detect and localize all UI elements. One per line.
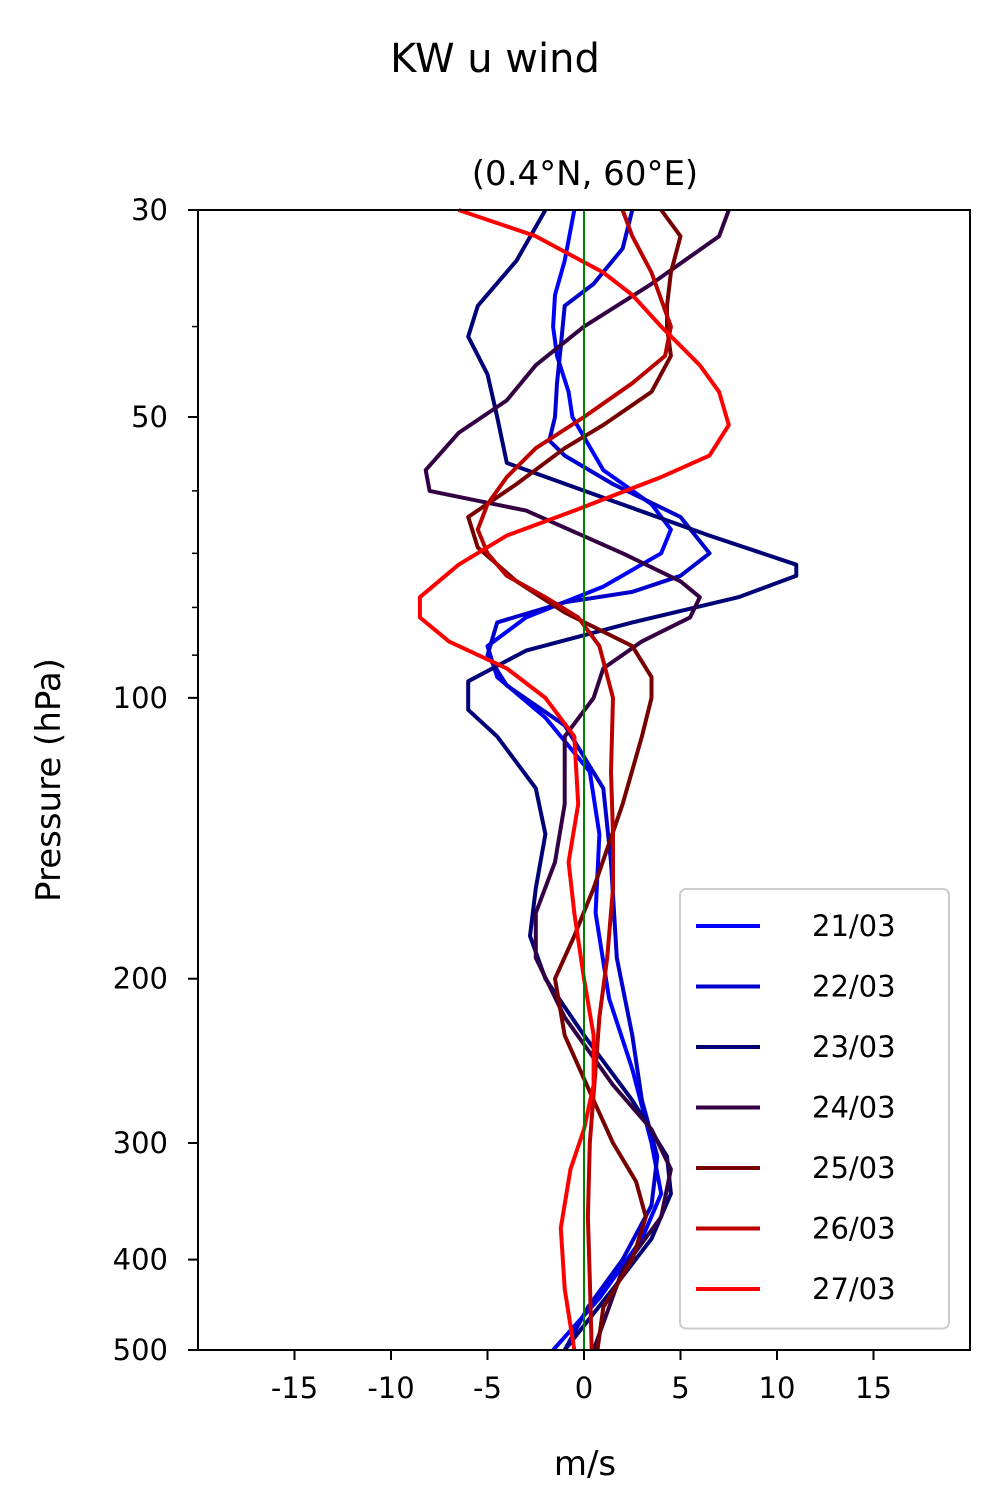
series-line-2 bbox=[485, 209, 712, 1351]
y-tick-label: 400 bbox=[113, 1243, 168, 1277]
legend-entry: 21/03 bbox=[812, 909, 896, 943]
ticks-layer: -15 -10 -5 0 5 10 15 30 50 100 200 300 400 500 bbox=[113, 193, 892, 1405]
legend-entry: 22/03 bbox=[812, 970, 896, 1004]
x-tick-label: 10 bbox=[759, 1371, 796, 1405]
series-layer bbox=[417, 208, 799, 1352]
x-axis-label: m/s bbox=[554, 1444, 616, 1484]
x-tick-label: 15 bbox=[855, 1371, 892, 1405]
x-tick-label: -15 bbox=[271, 1371, 318, 1405]
y-tick-label: 200 bbox=[113, 962, 168, 996]
legend-entry: 27/03 bbox=[812, 1272, 896, 1306]
legend-entry: 25/03 bbox=[812, 1151, 896, 1185]
y-axis-label: Pressure (hPa) bbox=[29, 658, 69, 902]
series-line-6 bbox=[475, 209, 673, 1351]
legend-entry: 26/03 bbox=[812, 1212, 896, 1246]
y-tick-label: 500 bbox=[113, 1333, 168, 1367]
series-line-4 bbox=[423, 209, 731, 1351]
y-tick-label: 300 bbox=[113, 1126, 168, 1160]
chart-title: (0.4°N, 60°E) bbox=[472, 154, 698, 194]
series-line-5 bbox=[466, 208, 683, 1351]
series-line-7 bbox=[417, 208, 731, 1351]
y-tick-label: 30 bbox=[131, 193, 168, 227]
x-tick-label: -5 bbox=[473, 1371, 502, 1405]
series-line-1 bbox=[485, 209, 673, 1352]
legend-entry: 24/03 bbox=[812, 1091, 896, 1125]
x-tick-label: 5 bbox=[671, 1371, 689, 1405]
legend-entry: 23/03 bbox=[812, 1030, 896, 1064]
legend-box bbox=[679, 888, 950, 1330]
legend: 21/03 22/03 23/03 24/03 25/03 26/03 27/03 bbox=[679, 888, 950, 1330]
x-tick-label: -10 bbox=[367, 1371, 414, 1405]
y-tick-label: 50 bbox=[131, 400, 168, 434]
chart-suptitle: KW u wind bbox=[390, 36, 600, 82]
y-tick-label: 100 bbox=[113, 681, 168, 715]
x-tick-label: 0 bbox=[575, 1371, 593, 1405]
